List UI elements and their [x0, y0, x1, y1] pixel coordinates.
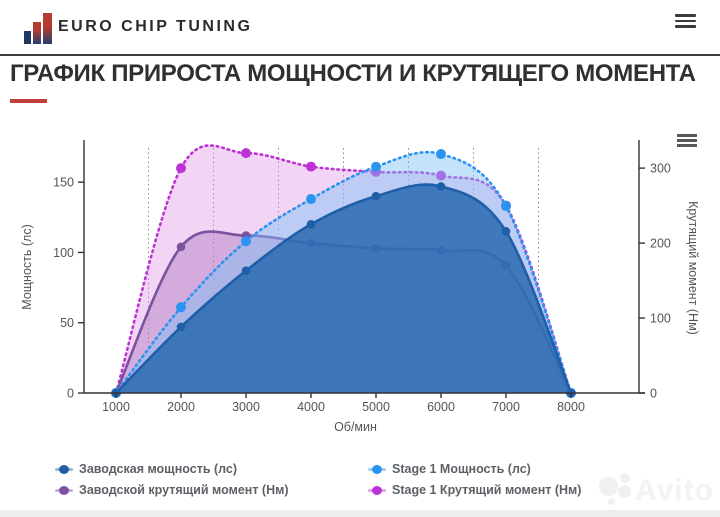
- data-point-marker[interactable]: [501, 201, 511, 212]
- legend-label: Stage 1 Крутящий момент (Нм): [392, 483, 582, 497]
- data-point-marker[interactable]: [176, 302, 186, 313]
- y-right-tick-label: 200: [650, 237, 671, 251]
- avito-logo-icon: [599, 473, 633, 509]
- y-right-tick-label: 100: [650, 312, 671, 326]
- data-point-marker[interactable]: [306, 161, 316, 172]
- legend-label: Stage 1 Мощность (лс): [392, 462, 531, 476]
- x-tick-label: 3000: [232, 400, 260, 414]
- data-point-marker[interactable]: [306, 220, 316, 229]
- data-point-marker[interactable]: [501, 227, 511, 236]
- y-left-axis-title: Мощность (лс): [20, 224, 34, 309]
- data-point-marker[interactable]: [371, 191, 381, 201]
- legend-item-stage1-torque[interactable]: Stage 1 Крутящий момент (Нм): [368, 481, 581, 499]
- legend-label: Заводская мощность (лс): [79, 462, 238, 476]
- legend-marker-stage1-torque: [368, 484, 386, 496]
- data-point-marker[interactable]: [436, 149, 446, 160]
- x-tick-label: 5000: [362, 400, 390, 414]
- data-point-marker[interactable]: [241, 236, 251, 247]
- data-point-marker[interactable]: [176, 163, 186, 174]
- legend-item-stage1-power[interactable]: Stage 1 Мощность (лс): [368, 460, 581, 478]
- series-factory-power-area: [116, 184, 571, 393]
- legend-item-factory-power[interactable]: Заводская мощность (лс): [55, 460, 368, 478]
- brand-name: EURO CHIP TUNING: [58, 18, 253, 35]
- legend-marker-factory-power: [55, 463, 73, 475]
- data-point-marker[interactable]: [371, 161, 381, 172]
- avito-watermark-text: Avito: [635, 474, 714, 507]
- x-tick-label: 8000: [557, 400, 585, 414]
- y-right-tick-label: 300: [650, 162, 671, 176]
- brand-logo-icon: [24, 12, 54, 44]
- avito-watermark: Avito: [599, 473, 714, 509]
- x-tick-label: 7000: [492, 400, 520, 414]
- chart-legend: Заводская мощность (лс) Stage 1 Мощность…: [55, 460, 581, 499]
- hamburger-menu-icon[interactable]: [675, 14, 696, 30]
- chart-export-menu-icon[interactable]: [677, 134, 697, 149]
- y-left-tick-label: 0: [67, 387, 74, 401]
- data-point-marker[interactable]: [436, 170, 446, 181]
- header: EURO CHIP TUNING: [0, 0, 720, 56]
- data-point-marker[interactable]: [241, 148, 251, 159]
- title-accent-bar: [10, 99, 47, 103]
- data-point-marker[interactable]: [436, 182, 446, 191]
- bottom-strip: [0, 510, 720, 517]
- axes: [78, 140, 645, 398]
- x-tick-label: 1000: [102, 400, 130, 414]
- legend-marker-factory-torque: [55, 484, 73, 496]
- x-axis-title: Об/мин: [334, 420, 377, 434]
- data-point-marker[interactable]: [241, 266, 251, 276]
- y-left-tick-label: 150: [53, 176, 74, 190]
- x-tick-label: 6000: [427, 400, 455, 414]
- x-tick-label: 2000: [167, 400, 195, 414]
- data-point-marker[interactable]: [306, 194, 316, 205]
- y-left-tick-label: 50: [60, 316, 74, 330]
- legend-marker-stage1-power: [368, 463, 386, 475]
- data-point-marker[interactable]: [176, 242, 186, 252]
- legend-item-factory-torque[interactable]: Заводской крутящий момент (Нм): [55, 481, 368, 499]
- y-left-tick-label: 100: [53, 246, 74, 260]
- series-factory-power: [111, 182, 576, 398]
- series-factory-power-line: [114, 183, 573, 395]
- data-point-marker[interactable]: [176, 322, 186, 332]
- y-right-axis-title: Крутящий момент (Нм): [686, 201, 700, 335]
- page-title: ГРАФИК ПРИРОСТА МОЩНОСТИ И КРУТЯЩЕГО МОМ…: [10, 60, 696, 87]
- legend-label: Заводской крутящий момент (Нм): [79, 483, 289, 497]
- x-tick-label: 4000: [297, 400, 325, 414]
- power-torque-chart: 1000 2000 3000 4000 5000 6000 7000 8000Об/мин05…: [20, 140, 700, 434]
- y-right-tick-label: 0: [650, 387, 657, 401]
